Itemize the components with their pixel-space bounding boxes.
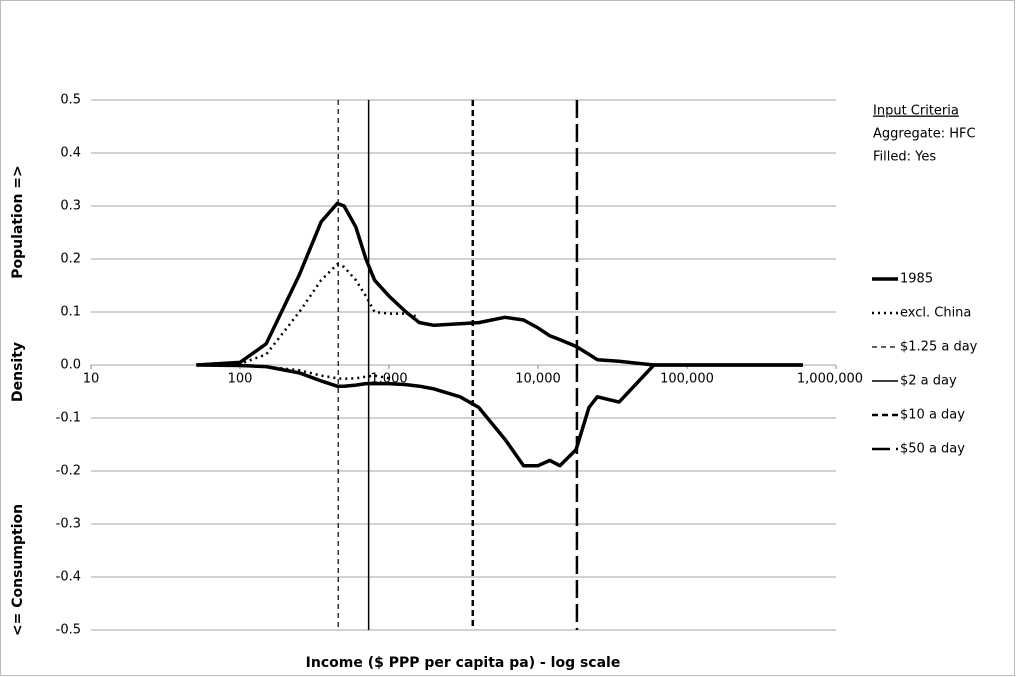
x-tick-label: 1,000,000 <box>797 372 863 387</box>
x-tick-label: 100,000 <box>660 372 714 387</box>
line-series <box>196 263 420 367</box>
y-tick-label: -0.3 <box>56 517 81 532</box>
x-tick-label: 10,000 <box>515 372 561 387</box>
line-series <box>196 363 390 381</box>
note-line: Aggregate: HFC <box>873 127 976 142</box>
y-tick-label: -0.1 <box>56 411 81 426</box>
x-tick-label: 10 <box>83 372 100 387</box>
y-axis-title: Density <box>10 342 26 402</box>
legend-label: $2 a day <box>900 374 957 389</box>
y-tick-label: -0.2 <box>56 464 81 479</box>
line-series <box>196 201 803 367</box>
y-tick-label: 0.0 <box>60 358 81 373</box>
note-title: Input Criteria <box>873 104 959 119</box>
legend-label: 1985 <box>900 272 933 287</box>
y-tick-label: 0.2 <box>60 252 81 267</box>
y-axis-title: <= Consumption <box>10 504 26 636</box>
y-tick-label: 0.4 <box>60 146 81 161</box>
line-series <box>196 363 803 468</box>
y-axis-title: Population => <box>10 165 26 279</box>
y-tick-label: -0.4 <box>56 570 81 585</box>
legend-label: $1.25 a day <box>900 340 978 355</box>
legend-label: excl. China <box>900 306 971 321</box>
note-line: Filled: Yes <box>873 150 936 165</box>
x-tick-label: 100 <box>228 372 253 387</box>
y-tick-label: 0.1 <box>60 305 81 320</box>
x-axis-title: Income ($ PPP per capita pa) - log scale <box>306 655 621 671</box>
legend-label: $50 a day <box>900 442 965 457</box>
y-tick-label: -0.5 <box>56 623 81 638</box>
y-tick-label: 0.5 <box>60 93 81 108</box>
y-tick-label: 0.3 <box>60 199 81 214</box>
legend-label: $10 a day <box>900 408 965 423</box>
